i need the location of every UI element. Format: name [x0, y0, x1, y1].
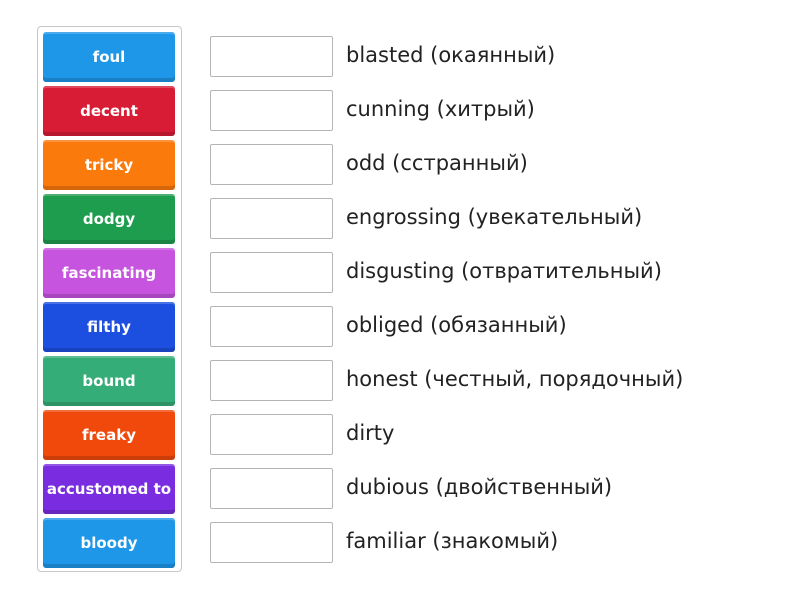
- clue-text: engrossing (увекательный): [346, 205, 643, 229]
- answer-tile[interactable]: dodgy: [43, 194, 175, 244]
- drop-box[interactable]: [210, 306, 333, 347]
- answer-tile[interactable]: freaky: [43, 410, 175, 460]
- clue-text: dubious (двойственный): [346, 475, 613, 499]
- answer-tile[interactable]: decent: [43, 86, 175, 136]
- drop-box[interactable]: [210, 468, 333, 509]
- drop-box[interactable]: [210, 36, 333, 77]
- answer-tile[interactable]: bloody: [43, 518, 175, 568]
- answer-tile[interactable]: foul: [43, 32, 175, 82]
- drop-box[interactable]: [210, 252, 333, 293]
- tile-bank: [37, 26, 182, 572]
- clue-text: cunning (хитрый): [346, 97, 535, 121]
- drop-box[interactable]: [210, 144, 333, 185]
- clue-text: odd (сстранный): [346, 151, 528, 175]
- drop-box[interactable]: [210, 90, 333, 131]
- clue-text: disgusting (отвратительный): [346, 259, 662, 283]
- answer-tile[interactable]: bound: [43, 356, 175, 406]
- drop-box[interactable]: [210, 522, 333, 563]
- drop-box[interactable]: [210, 198, 333, 239]
- answer-tile[interactable]: tricky: [43, 140, 175, 190]
- drop-box[interactable]: [210, 414, 333, 455]
- clue-text: honest (честный, порядочный): [346, 367, 684, 391]
- clue-text: dirty: [346, 421, 395, 445]
- answer-tile[interactable]: filthy: [43, 302, 175, 352]
- clue-text: blasted (окаянный): [346, 43, 556, 67]
- answer-tile[interactable]: accustomed to: [43, 464, 175, 514]
- clue-text: familiar (знакомый): [346, 529, 559, 553]
- answer-tile[interactable]: fascinating: [43, 248, 175, 298]
- drop-box[interactable]: [210, 360, 333, 401]
- clue-text: obliged (обязанный): [346, 313, 567, 337]
